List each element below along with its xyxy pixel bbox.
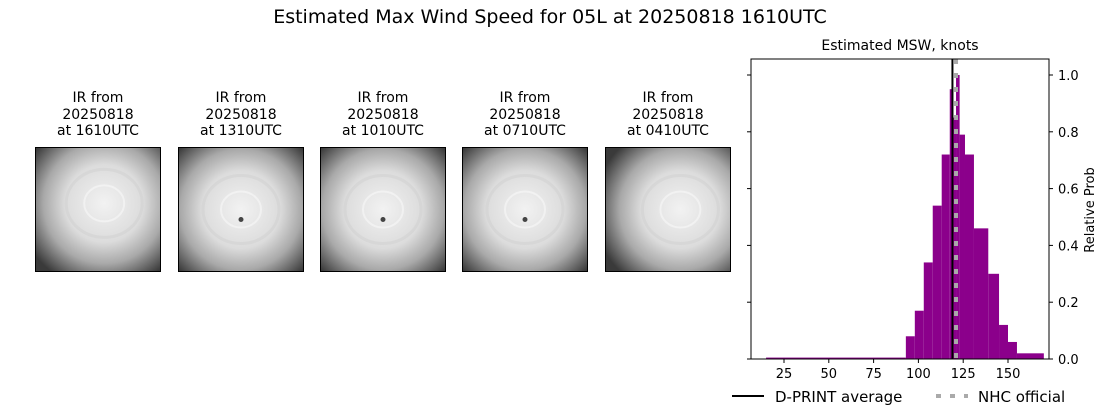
reference-lines	[951, 59, 959, 359]
y-tick-label: 1.0	[1058, 69, 1079, 84]
ir-panel-caption: IR from 20250818 at 0710UTC	[442, 90, 608, 140]
caption-line: IR from	[499, 90, 551, 106]
ir-satellite-image	[605, 147, 731, 272]
ir-satellite-image	[462, 147, 588, 272]
caption-line: at 1610UTC	[57, 123, 139, 139]
y-axis-label: Relative Prob	[1083, 167, 1098, 252]
caption-line: IR from	[215, 90, 267, 106]
legend-nhc-label: NHC official	[978, 388, 1065, 406]
histogram-bar	[953, 117, 957, 359]
x-tick-label: 125	[951, 367, 976, 382]
histogram-bar	[988, 273, 1000, 359]
ir-panel-caption: IR from 20250818 at 1310UTC	[158, 90, 324, 140]
chart-title: Estimated MSW, knots	[821, 38, 978, 54]
caption-line: at 0710UTC	[484, 123, 566, 139]
y-axis-ticks: 0.0 0.2 0.4 0.6 0.8 1.0	[747, 69, 1079, 368]
histogram-bar	[923, 262, 933, 359]
histogram-bar	[973, 228, 989, 359]
legend: D-PRINT average NHC official	[732, 388, 1065, 406]
y-tick-label: 0.0	[1058, 353, 1079, 368]
histogram-bar	[766, 357, 906, 359]
histogram-bar	[999, 324, 1008, 359]
plot-frame	[750, 58, 1050, 360]
ir-satellite-image	[320, 147, 446, 272]
caption-line: IR from	[642, 90, 694, 106]
histogram-bars	[766, 75, 1044, 359]
histogram-bar	[914, 310, 924, 359]
x-axis-ticks: 25 50 75 100 125 150	[776, 359, 1021, 382]
histogram-bar	[959, 134, 965, 359]
histogram-bar	[932, 205, 942, 359]
x-tick-label: 25	[776, 367, 793, 382]
x-tick-label: 50	[821, 367, 838, 382]
x-tick-label: 100	[906, 367, 931, 382]
y-tick-label: 0.6	[1058, 183, 1079, 198]
ir-satellite-image	[35, 147, 161, 272]
ir-panel-caption: IR from 20250818 at 0410UTC	[585, 90, 751, 140]
histogram-bar	[1008, 341, 1017, 359]
y-tick-label: 0.8	[1058, 126, 1079, 141]
figure-title: Estimated Max Wind Speed for 05L at 2025…	[273, 6, 827, 28]
caption-line: at 0410UTC	[627, 123, 709, 139]
x-tick-label: 150	[996, 367, 1021, 382]
caption-line: IR from	[357, 90, 409, 106]
y-tick-label: 0.2	[1058, 296, 1079, 311]
y-tick-label: 0.4	[1058, 239, 1079, 254]
caption-line: 20250818	[62, 106, 134, 123]
legend-dprint-label: D-PRINT average	[775, 388, 902, 406]
x-tick-label: 75	[865, 367, 882, 382]
histogram-bar	[941, 154, 950, 359]
caption-line: 20250818	[205, 106, 277, 123]
caption-line: IR from	[72, 90, 124, 106]
caption-line: at 1010UTC	[342, 123, 424, 139]
ir-satellite-image	[178, 147, 304, 272]
histogram-bar	[905, 336, 915, 359]
caption-line: at 1310UTC	[200, 123, 282, 139]
ir-panel-caption: IR from 20250818 at 1610UTC	[15, 90, 181, 140]
caption-line: 20250818	[489, 106, 561, 123]
histogram-bar	[1016, 353, 1044, 359]
caption-line: 20250818	[347, 106, 419, 123]
ir-panel-caption: IR from 20250818 at 1010UTC	[300, 90, 466, 140]
histogram-bar	[964, 154, 974, 359]
caption-line: 20250818	[632, 106, 704, 123]
